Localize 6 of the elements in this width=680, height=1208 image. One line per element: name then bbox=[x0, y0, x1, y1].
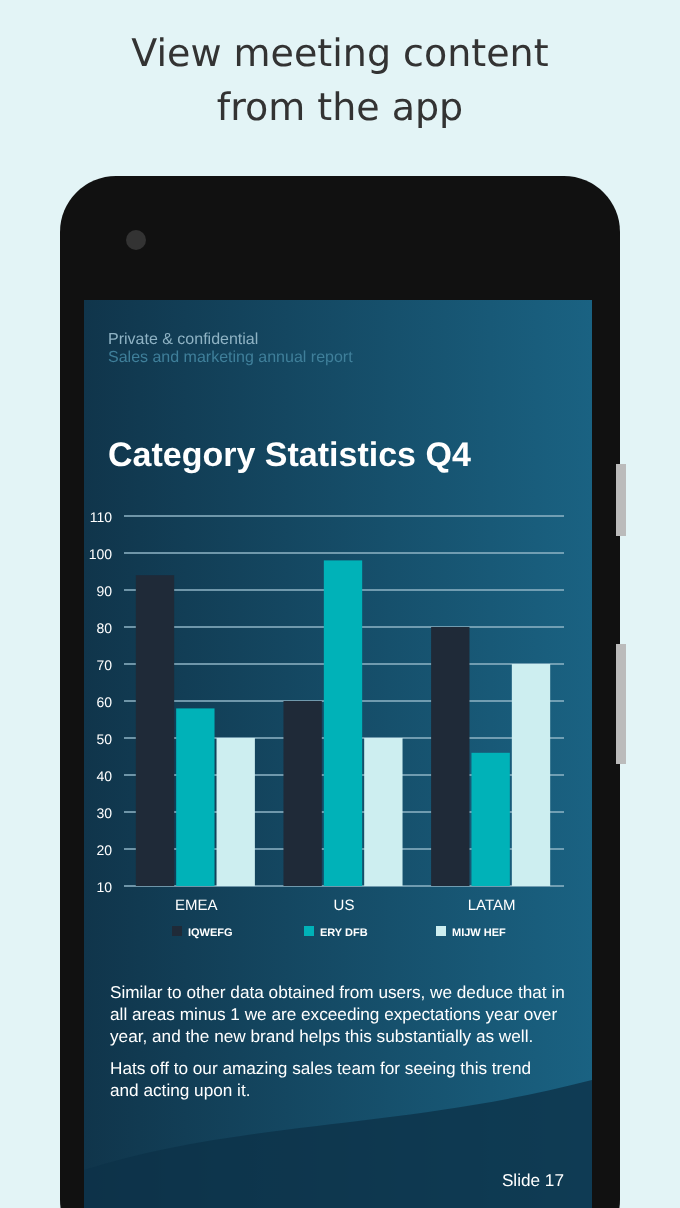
text: Slide 17 bbox=[501, 1170, 565, 1190]
text: View meeting content from the app bbox=[131, 32, 549, 130]
chart-title: Category Statistics Q4 bbox=[108, 436, 472, 474]
text: Private & confidential bbox=[108, 330, 259, 348]
text: Similar to other data obtained from users, we deduce that in all areas minus 1 we are exceeding expectations year over year, and the new brand helps this substantially as well. bbox=[110, 982, 566, 1046]
text: Hats off to our amazing sales team for seeing this trend and acting upon it. bbox=[110, 1058, 532, 1100]
